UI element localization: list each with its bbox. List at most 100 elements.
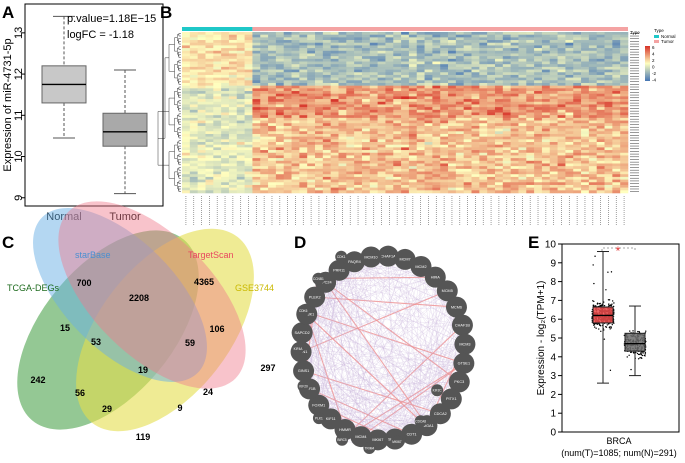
heat-cell: [354, 131, 363, 135]
heat-cell: [221, 61, 230, 65]
network-node: CDCA8: [414, 415, 427, 428]
e-point: [638, 353, 641, 356]
heat-cell: [432, 128, 441, 132]
heat-cell: [455, 69, 464, 73]
heat-cell: [205, 128, 214, 132]
heat-cell: [189, 74, 198, 78]
heat-cell: [377, 123, 386, 127]
heat-cell: [573, 150, 582, 154]
heat-cell: [307, 85, 316, 89]
heat-cell: [197, 80, 206, 84]
heat-cell: [228, 147, 238, 151]
heat-cell: [213, 166, 222, 170]
heat-cell: [283, 99, 292, 103]
node-label: HMGA1: [420, 424, 434, 428]
heat-cell: [588, 72, 598, 76]
heat-cell: [369, 77, 378, 81]
heat-cell: [401, 80, 410, 84]
heat-cell: [424, 120, 433, 124]
heat-cell: [330, 123, 339, 127]
heat-cell: [205, 125, 214, 129]
heat-cell: [565, 61, 574, 65]
heat-cell: [197, 40, 206, 44]
heat-cell: [573, 32, 582, 35]
heat-cell: [221, 109, 230, 113]
panel-c-venn: starBase TargetScan GSE3744 TCGA-DEGs 70…: [7, 201, 276, 442]
heat-cell: [221, 160, 230, 164]
heat-cell: [236, 144, 245, 148]
heat-cell: [338, 179, 347, 183]
heat-cell: [565, 184, 574, 188]
network-edge: [325, 281, 460, 383]
heat-cell: [315, 176, 324, 180]
heat-cell: [330, 74, 339, 78]
heat-cell: [236, 184, 245, 188]
heat-cell: [526, 77, 535, 81]
heat-cell: [307, 99, 316, 103]
heat-cell: [448, 163, 457, 167]
heat-cell: [260, 64, 269, 68]
heat-cell: [221, 147, 230, 151]
heat-cell: [588, 40, 598, 44]
heat-cell: [377, 152, 386, 156]
heat-cell: [346, 182, 355, 186]
heat-cell: [455, 136, 464, 140]
heat-cell: [463, 32, 472, 35]
heat-cell: [526, 117, 535, 121]
heat-cell: [244, 64, 253, 68]
heat-cell: [354, 42, 363, 46]
network-node: KIF2C: [431, 384, 444, 397]
heat-cell: [361, 125, 371, 129]
heat-cell: [534, 117, 543, 121]
heat-cell: [182, 120, 191, 124]
heat-cell: [604, 107, 613, 111]
heat-cell: [197, 171, 206, 175]
heat-cell: [275, 40, 285, 44]
heat-cell: [260, 74, 269, 78]
heat-cell: [346, 174, 355, 178]
e-point: [645, 330, 647, 332]
heat-cell: [432, 93, 441, 97]
heat-cell: [573, 133, 582, 137]
heat-cell: [393, 32, 402, 35]
heat-cell: [189, 171, 198, 175]
heat-cell: [354, 82, 363, 86]
heat-cell: [283, 163, 292, 167]
heat-cell: [448, 123, 457, 127]
heat-cell: [408, 64, 418, 68]
heat-cell: [424, 179, 433, 183]
node-label: CDK1: [337, 255, 346, 259]
heat-cell: [424, 88, 433, 92]
heat-cell: [510, 131, 519, 135]
network-node: MCM6: [445, 296, 467, 318]
heat-cell: [244, 155, 253, 159]
heat-cell: [346, 104, 355, 108]
heat-cell: [197, 182, 206, 186]
node-label: CHAF1A: [381, 254, 396, 258]
heat-cell: [322, 74, 331, 78]
heat-cell: [541, 48, 551, 52]
heat-cell: [612, 171, 621, 175]
node-label: PLEK2: [309, 295, 321, 299]
heat-cell: [189, 96, 198, 100]
heat-cell: [252, 152, 261, 156]
heat-cell: [228, 142, 238, 145]
heat-cell: [620, 112, 629, 116]
heat-cell: [565, 117, 574, 121]
heat-cell: [455, 80, 464, 84]
heat-cell: [534, 171, 543, 175]
heat-cell: [307, 66, 316, 70]
heat-cell: [416, 96, 425, 100]
heat-cell: [448, 144, 457, 148]
heat-cell: [275, 184, 285, 188]
heat-cell: [221, 184, 230, 188]
heat-cell: [479, 136, 488, 140]
heat-cell: [448, 133, 457, 137]
heat-cell: [401, 88, 410, 92]
heat-cell: [268, 171, 277, 175]
heat-cell: [408, 168, 418, 172]
heat-cell: [479, 179, 488, 183]
heat-cell: [620, 144, 629, 148]
heat-cell: [487, 190, 496, 194]
heat-cell: [385, 190, 394, 194]
